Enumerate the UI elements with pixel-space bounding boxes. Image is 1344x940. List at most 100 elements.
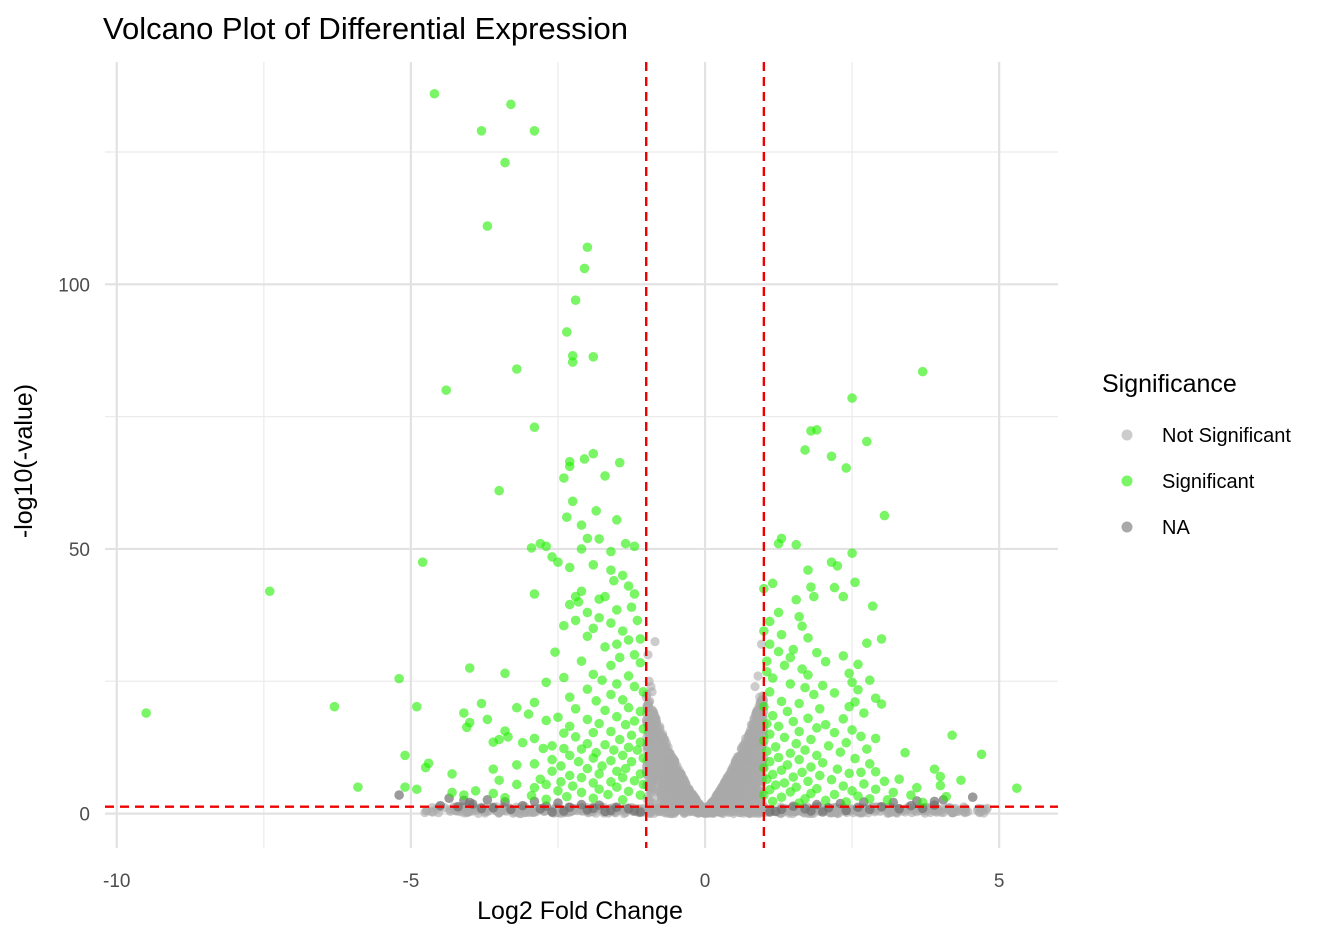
data-point-not-significant xyxy=(736,754,746,764)
legend-key-not-significant xyxy=(1121,429,1133,441)
data-point-na xyxy=(482,795,493,805)
data-point-significant xyxy=(482,221,493,231)
data-point-not-significant xyxy=(671,803,681,813)
data-point-significant xyxy=(800,745,810,755)
data-point-significant xyxy=(591,696,602,706)
data-point-significant xyxy=(567,496,578,507)
data-point-significant xyxy=(611,605,622,615)
data-point-significant xyxy=(764,729,775,740)
data-point-significant xyxy=(803,713,813,724)
data-point-significant xyxy=(864,675,875,686)
data-point-significant xyxy=(759,790,769,800)
data-point-na xyxy=(517,800,528,811)
data-point-significant xyxy=(882,795,893,805)
legend-label-not-significant: Not Significant xyxy=(1162,425,1291,447)
data-point-significant xyxy=(488,764,499,774)
data-point-significant xyxy=(850,577,860,588)
data-point-not-significant xyxy=(646,726,656,736)
data-point-significant xyxy=(797,664,807,674)
data-point-significant xyxy=(814,703,825,714)
data-point-significant xyxy=(820,656,831,667)
data-point-significant xyxy=(617,795,628,805)
data-point-significant xyxy=(773,752,784,763)
data-point-significant xyxy=(764,756,775,767)
data-point-significant xyxy=(791,539,802,550)
data-point-significant xyxy=(797,767,807,778)
data-point-significant xyxy=(564,770,575,781)
data-point-significant xyxy=(494,775,504,786)
data-point-significant xyxy=(594,784,604,795)
data-point-significant xyxy=(576,744,587,754)
data-point-significant xyxy=(611,639,622,650)
data-point-na xyxy=(488,802,499,813)
data-point-significant xyxy=(523,709,534,719)
x-tick-label: -5 xyxy=(402,871,419,892)
data-point-significant xyxy=(611,679,622,689)
data-point-significant xyxy=(773,607,784,618)
data-point-significant xyxy=(844,701,854,712)
data-point-not-significant xyxy=(741,806,751,816)
data-point-significant xyxy=(506,99,516,110)
data-point-significant xyxy=(573,597,584,607)
data-point-not-significant xyxy=(649,794,660,805)
data-point-significant xyxy=(812,425,822,435)
data-point-significant xyxy=(770,742,781,752)
data-point-significant xyxy=(576,544,587,554)
data-point-significant xyxy=(547,741,557,751)
data-point-significant xyxy=(620,719,631,730)
data-point-significant xyxy=(579,263,590,274)
data-point-significant xyxy=(547,766,557,777)
data-point-significant xyxy=(441,385,451,395)
data-point-significant xyxy=(820,795,831,806)
data-point-significant xyxy=(600,642,610,652)
data-point-significant xyxy=(564,721,575,732)
data-point-significant xyxy=(870,733,881,744)
data-point-significant xyxy=(591,506,602,516)
legend-key-na xyxy=(1121,521,1133,533)
data-point-significant xyxy=(853,684,863,695)
data-point-significant xyxy=(559,620,569,631)
data-point-significant xyxy=(832,764,843,774)
data-point-significant xyxy=(564,461,575,472)
data-point-significant xyxy=(785,679,796,689)
data-point-na xyxy=(635,807,646,817)
data-point-significant xyxy=(847,725,857,735)
data-point-significant xyxy=(564,599,575,610)
data-point-not-significant xyxy=(963,806,973,817)
data-point-significant xyxy=(767,796,778,807)
data-point-significant xyxy=(500,792,510,803)
data-point-significant xyxy=(800,445,810,455)
data-point-not-significant xyxy=(746,776,757,786)
data-point-significant xyxy=(476,126,487,136)
data-point-significant xyxy=(573,756,584,767)
data-points xyxy=(141,88,1022,817)
data-point-not-significant xyxy=(642,701,652,711)
data-point-significant xyxy=(594,718,604,729)
data-point-significant xyxy=(594,769,604,779)
data-point-significant xyxy=(553,557,563,567)
data-point-significant xyxy=(606,689,616,700)
data-point-significant xyxy=(767,673,778,683)
x-axis-ticks: -10 -5 0 5 xyxy=(103,871,1004,892)
legend-key-significant xyxy=(1121,475,1133,487)
data-point-na xyxy=(806,806,816,816)
data-point-significant xyxy=(394,673,404,684)
data-point-significant xyxy=(856,767,866,778)
data-point-not-significant xyxy=(421,805,432,816)
data-point-significant xyxy=(606,618,616,628)
data-point-significant xyxy=(400,782,410,792)
data-point-significant xyxy=(529,126,540,136)
data-point-significant xyxy=(803,633,813,643)
data-point-significant xyxy=(529,422,540,433)
data-point-not-significant xyxy=(658,735,669,745)
data-point-significant xyxy=(759,626,769,636)
data-point-not-significant xyxy=(748,768,758,778)
data-point-significant xyxy=(794,754,804,765)
data-point-significant xyxy=(785,652,796,663)
data-point-significant xyxy=(570,295,581,305)
data-point-significant xyxy=(488,788,499,799)
data-point-significant xyxy=(794,798,804,808)
data-point-significant xyxy=(600,705,610,716)
data-point-significant xyxy=(626,602,637,612)
